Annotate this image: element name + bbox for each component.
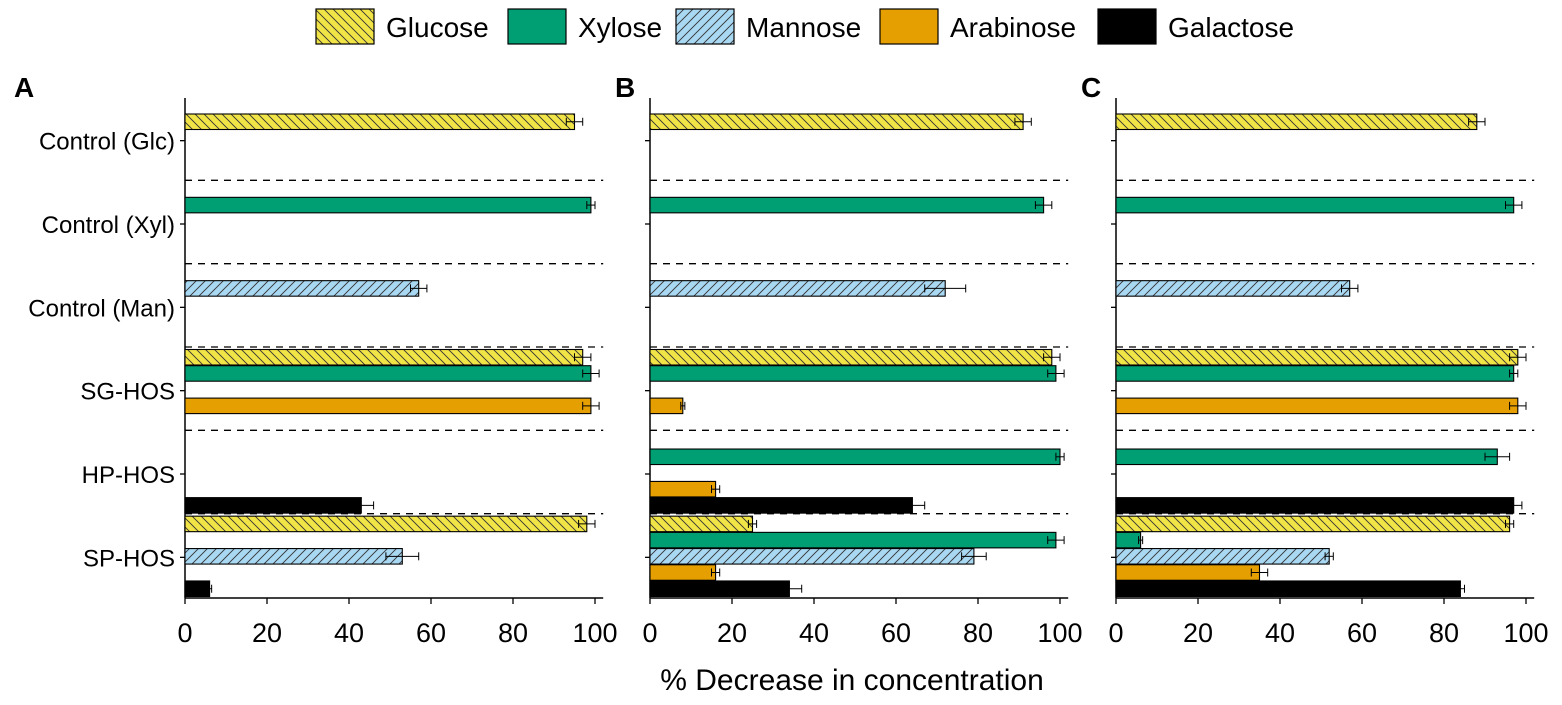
panel-label-c: C bbox=[1081, 72, 1101, 103]
legend-label-arabinose: Arabinose bbox=[950, 12, 1076, 43]
legend-entry-mannose: Mannose bbox=[675, 8, 861, 45]
bar-a-sp-hos-mannose bbox=[184, 548, 403, 565]
x-tick-label: 0 bbox=[177, 618, 192, 648]
bar-b-control-man-mannose bbox=[649, 280, 946, 297]
legend-label-glucose: Glucose bbox=[386, 12, 489, 43]
bar-c-sp-hos-arabinose bbox=[1115, 564, 1261, 581]
legend-swatch-galactose bbox=[1097, 8, 1157, 45]
bar-a-control-xyl-xylose bbox=[184, 196, 592, 214]
bar-a-control-man-mannose bbox=[184, 280, 420, 297]
bar-c-sg-hos-arabinose bbox=[1115, 397, 1519, 415]
bar-c-control-man-mannose bbox=[1115, 280, 1351, 297]
bar-a-sp-hos-galactose bbox=[184, 580, 211, 598]
legend-swatch-mannose bbox=[675, 8, 735, 45]
bar-c-sg-hos-xylose bbox=[1115, 365, 1515, 382]
bar-c-sp-hos-mannose bbox=[1115, 548, 1330, 565]
x-tick-label: 40 bbox=[799, 618, 829, 648]
legend-entry-galactose: Galactose bbox=[1097, 8, 1294, 45]
x-tick-label: 100 bbox=[572, 618, 617, 648]
legend-swatch-arabinose bbox=[879, 8, 939, 45]
bar-b-sg-hos-xylose bbox=[649, 365, 1057, 382]
category-label-control-xyl: Control (Xyl) bbox=[42, 212, 175, 239]
bar-b-sp-hos-glucose bbox=[649, 515, 754, 533]
bar-b-sg-hos-arabinose bbox=[649, 397, 684, 415]
x-tick-label: 20 bbox=[252, 618, 282, 648]
x-tick-label: 20 bbox=[1183, 618, 1213, 648]
bar-b-sg-hos-glucose bbox=[649, 348, 1053, 366]
x-axis-label: % Decrease in concentration bbox=[660, 664, 1044, 697]
bar-a-sg-hos-arabinose bbox=[184, 397, 592, 415]
bar-c-sp-hos-glucose bbox=[1115, 515, 1511, 533]
bar-c-sp-hos-galactose bbox=[1115, 580, 1461, 598]
bar-a-hp-hos-galactose bbox=[184, 497, 362, 514]
legend-label-xylose: Xylose bbox=[578, 12, 662, 43]
panel-label-a: A bbox=[14, 72, 34, 103]
x-tick-label: 40 bbox=[1265, 618, 1295, 648]
legend-swatch-glucose bbox=[315, 8, 375, 45]
bar-c-control-glc-glucose bbox=[1115, 113, 1478, 131]
x-tick-label: 0 bbox=[1108, 618, 1123, 648]
bar-c-sg-hos-glucose bbox=[1115, 348, 1519, 366]
category-label-control-man: Control (Man) bbox=[28, 295, 175, 322]
panel-label-b: B bbox=[615, 72, 635, 103]
x-tick-label: 80 bbox=[498, 618, 528, 648]
x-tick-label: 60 bbox=[1347, 618, 1377, 648]
bar-b-hp-hos-galactose bbox=[649, 497, 913, 514]
x-tick-label: 40 bbox=[334, 618, 364, 648]
legend-entry-xylose: Xylose bbox=[507, 8, 662, 45]
bar-c-hp-hos-xylose bbox=[1115, 448, 1498, 466]
x-tick-label: 60 bbox=[881, 618, 911, 648]
bar-a-control-glc-glucose bbox=[184, 113, 576, 131]
category-label-control-glc: Control (Glc) bbox=[39, 129, 175, 156]
x-tick-label: 0 bbox=[642, 618, 657, 648]
x-tick-label: 100 bbox=[1037, 618, 1082, 648]
legend-entry-arabinose: Arabinose bbox=[879, 8, 1076, 45]
bar-b-sp-hos-mannose bbox=[649, 548, 975, 565]
legend-entry-glucose: Glucose bbox=[315, 8, 489, 45]
bar-a-sg-hos-xylose bbox=[184, 365, 592, 382]
category-label-hp-hos: HP-HOS bbox=[82, 462, 175, 489]
bar-b-control-glc-glucose bbox=[649, 113, 1024, 131]
bar-a-sp-hos-glucose bbox=[184, 515, 588, 533]
legend: Glucose Xylose Mannose Arabinose Galactose bbox=[315, 8, 1294, 45]
bar-b-sp-hos-galactose bbox=[649, 580, 790, 598]
legend-swatch-xylose bbox=[507, 8, 567, 45]
bar-b-sp-hos-arabinose bbox=[649, 564, 717, 581]
x-tick-label: 60 bbox=[416, 618, 446, 648]
legend-label-mannose: Mannose bbox=[746, 12, 861, 43]
x-tick-label: 100 bbox=[1503, 618, 1548, 648]
bar-c-sp-hos-xylose bbox=[1115, 531, 1142, 549]
bar-c-hp-hos-galactose bbox=[1115, 497, 1515, 514]
bar-b-sp-hos-xylose bbox=[649, 531, 1057, 549]
bar-b-control-xyl-xylose bbox=[649, 196, 1045, 214]
category-label-sp-hos: SP-HOS bbox=[83, 545, 175, 572]
bar-b-hp-hos-arabinose bbox=[649, 480, 717, 498]
x-tick-label: 80 bbox=[963, 618, 993, 648]
bar-c-control-xyl-xylose bbox=[1115, 196, 1515, 214]
panel-b: B 0 20 40 60 80 100 bbox=[615, 72, 1083, 648]
x-tick-label: 20 bbox=[717, 618, 747, 648]
bar-a-sg-hos-glucose bbox=[184, 348, 584, 366]
bar-b-hp-hos-xylose bbox=[649, 448, 1061, 466]
category-label-sg-hos: SG-HOS bbox=[80, 379, 175, 406]
x-tick-label: 80 bbox=[1429, 618, 1459, 648]
legend-label-galactose: Galactose bbox=[1168, 12, 1294, 43]
panel-c: C 0 20 40 60 80 100 bbox=[1081, 72, 1549, 648]
